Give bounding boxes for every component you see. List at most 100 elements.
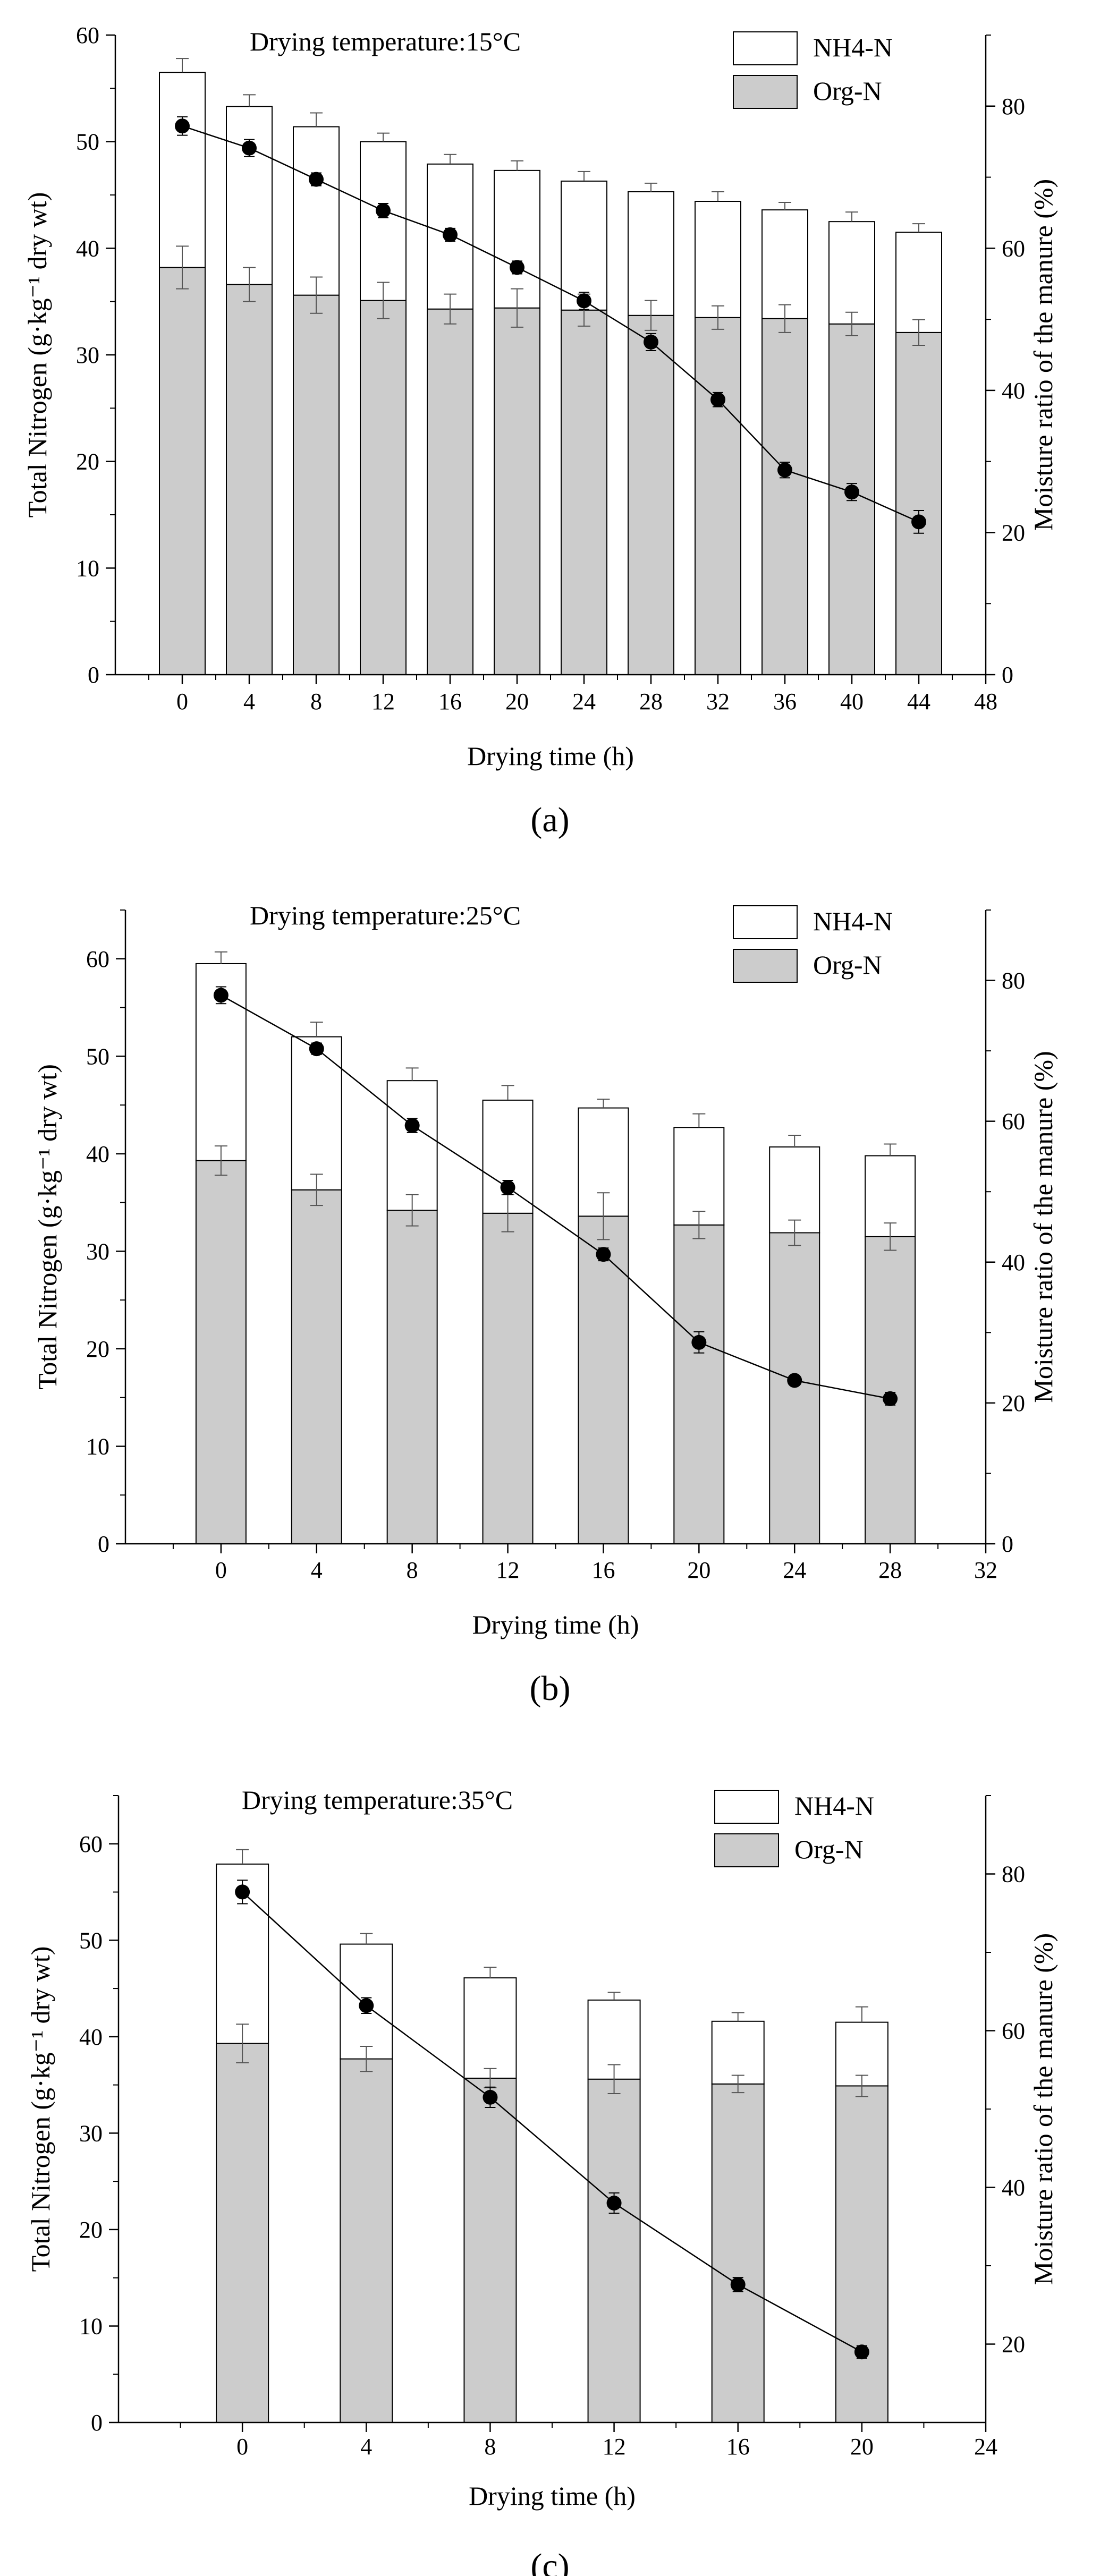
org-n-error-bar bbox=[692, 1211, 706, 1239]
y-tick-label: 20 bbox=[79, 2217, 103, 2243]
legend-swatch-nh4-n bbox=[714, 1790, 779, 1824]
y-tick-label: 20 bbox=[86, 1336, 109, 1362]
legend-swatch-org-n bbox=[733, 949, 798, 983]
x-axis-title: Drying time (h) bbox=[469, 2481, 636, 2511]
nh4-n-bar bbox=[895, 232, 942, 333]
nh4-n-error-bar bbox=[310, 1022, 323, 1037]
moisture-ratio-point bbox=[242, 140, 257, 156]
x-tick-label: 4 bbox=[360, 2434, 372, 2460]
nh4-n-bar bbox=[561, 180, 607, 311]
x-tick-label: 32 bbox=[706, 688, 730, 715]
y2-tick-label: 40 bbox=[1002, 2175, 1025, 2201]
y-tick-label: 10 bbox=[79, 2313, 103, 2339]
nh4-n-error-bar bbox=[511, 160, 523, 171]
org-n-error-bar bbox=[912, 319, 925, 346]
y-tick-label: 60 bbox=[79, 1831, 103, 1857]
moisture-ratio-point bbox=[883, 1391, 898, 1406]
y2-tick-label: 0 bbox=[1002, 1531, 1013, 1557]
y2-tick-label: 20 bbox=[1002, 2332, 1025, 2358]
moisture-ratio-point bbox=[787, 1373, 802, 1388]
moisture-ratio-point bbox=[606, 2196, 622, 2211]
moisture-ratio-point bbox=[235, 1884, 250, 1900]
y2-tick-label: 40 bbox=[1002, 1249, 1025, 1276]
org-n-bar bbox=[628, 314, 674, 675]
nh4-n-bar bbox=[386, 1080, 438, 1211]
chart-panel-b: 0 10 20 30 40 50 60 0 20 40 60 80 0 4 8 12 16 20 24 28 32 Dry… bbox=[32, 900, 1058, 1708]
nh4-n-bar bbox=[463, 1977, 517, 2079]
panel-label: (c) bbox=[530, 2547, 569, 2576]
moisture-ratio-point bbox=[175, 118, 190, 134]
org-n-bar bbox=[578, 1215, 629, 1544]
legend-swatch-nh4-n bbox=[733, 905, 798, 939]
org-n-error-bar bbox=[511, 288, 523, 328]
moisture-ratio-point bbox=[844, 484, 859, 500]
org-n-bar bbox=[216, 2043, 269, 2424]
y2-tick-label: 20 bbox=[1002, 520, 1025, 546]
org-n-bar bbox=[695, 317, 741, 675]
nh4-n-bar bbox=[628, 191, 674, 316]
x-axis-title: Drying time (h) bbox=[467, 741, 634, 771]
org-n-error-bar bbox=[788, 1219, 801, 1246]
nh4-n-error-bar bbox=[645, 182, 657, 192]
y-axis-title: Total Nitrogen (g·kg⁻¹ dry wt) bbox=[26, 1946, 55, 2272]
moisture-ratio-point bbox=[577, 293, 591, 309]
x-tick-label: 32 bbox=[974, 1557, 997, 1583]
moisture-ratio-point bbox=[500, 1180, 515, 1195]
nh4-n-bar bbox=[159, 72, 206, 268]
org-n-bar bbox=[463, 2077, 517, 2423]
moisture-ratio-line bbox=[242, 1891, 862, 2353]
nh4-n-error-bar bbox=[484, 1967, 497, 1978]
org-n-bar bbox=[711, 2083, 765, 2424]
y-tick-label: 50 bbox=[76, 129, 99, 155]
nh4-n-error-bar bbox=[310, 112, 323, 127]
y2-tick-label: 80 bbox=[1002, 1861, 1025, 1888]
nh4-n-error-bar bbox=[912, 223, 925, 233]
x-tick-label: 44 bbox=[907, 688, 930, 715]
org-n-bar bbox=[895, 331, 942, 675]
nh4-n-bar bbox=[291, 1036, 342, 1191]
nh4-n-error-bar bbox=[360, 1933, 373, 1944]
nh4-n-error-bar bbox=[692, 1113, 706, 1128]
org-n-error-bar bbox=[645, 300, 657, 331]
moisture-ratio-point bbox=[911, 514, 926, 530]
y-tick-label: 0 bbox=[91, 2410, 103, 2436]
nh4-n-bar bbox=[711, 2020, 765, 2085]
panel-label: (a) bbox=[530, 801, 569, 839]
moisture-ratio-point bbox=[730, 2277, 746, 2292]
y-tick-label: 60 bbox=[76, 22, 99, 48]
chart-title: Drying temperature:15°C bbox=[250, 27, 521, 56]
x-tick-label: 40 bbox=[840, 688, 864, 715]
y2-tick-label: 60 bbox=[1002, 235, 1025, 261]
x-tick-label: 8 bbox=[407, 1557, 418, 1583]
org-n-bar bbox=[195, 1160, 247, 1544]
chart-panel-c: 0 10 20 30 40 50 60 20 40 60 80 0 4 8 12 16 20 24 Drying t… bbox=[26, 1785, 1058, 2576]
x-tick-label: 16 bbox=[438, 688, 462, 715]
org-n-bar bbox=[291, 1189, 342, 1544]
y-tick-label: 50 bbox=[79, 1927, 103, 1953]
y2-tick-label: 80 bbox=[1002, 968, 1025, 994]
y2-axis-title: Moisture ratio of the manure (%) bbox=[1028, 1051, 1058, 1402]
moisture-ratio-point bbox=[691, 1334, 707, 1350]
y2-axis-title: Moisture ratio of the manure (%) bbox=[1028, 179, 1058, 531]
org-n-error-bar bbox=[855, 2075, 868, 2097]
nh4-n-error-bar bbox=[845, 211, 858, 222]
y2-tick-label: 60 bbox=[1002, 2018, 1025, 2044]
moisture-ratio-point bbox=[443, 227, 458, 242]
nh4-n-error-bar bbox=[236, 1849, 249, 1864]
y-tick-label: 20 bbox=[76, 449, 99, 475]
legend-label-org-n: Org-N bbox=[794, 1834, 864, 1864]
moisture-ratio-point bbox=[309, 1041, 324, 1057]
x-tick-label: 24 bbox=[783, 1557, 806, 1583]
nh4-n-bar bbox=[761, 209, 808, 319]
org-n-error-bar bbox=[884, 1222, 897, 1251]
org-n-error-bar bbox=[377, 282, 390, 319]
y-tick-label: 10 bbox=[86, 1433, 109, 1459]
moisture-ratio-point bbox=[644, 334, 658, 350]
org-n-bar bbox=[427, 308, 473, 675]
x-tick-label: 0 bbox=[215, 1557, 227, 1583]
moisture-ratio-point bbox=[777, 462, 792, 478]
nh4-n-bar bbox=[494, 169, 540, 309]
org-n-error-bar bbox=[176, 245, 189, 290]
org-n-error-bar bbox=[405, 1194, 419, 1227]
